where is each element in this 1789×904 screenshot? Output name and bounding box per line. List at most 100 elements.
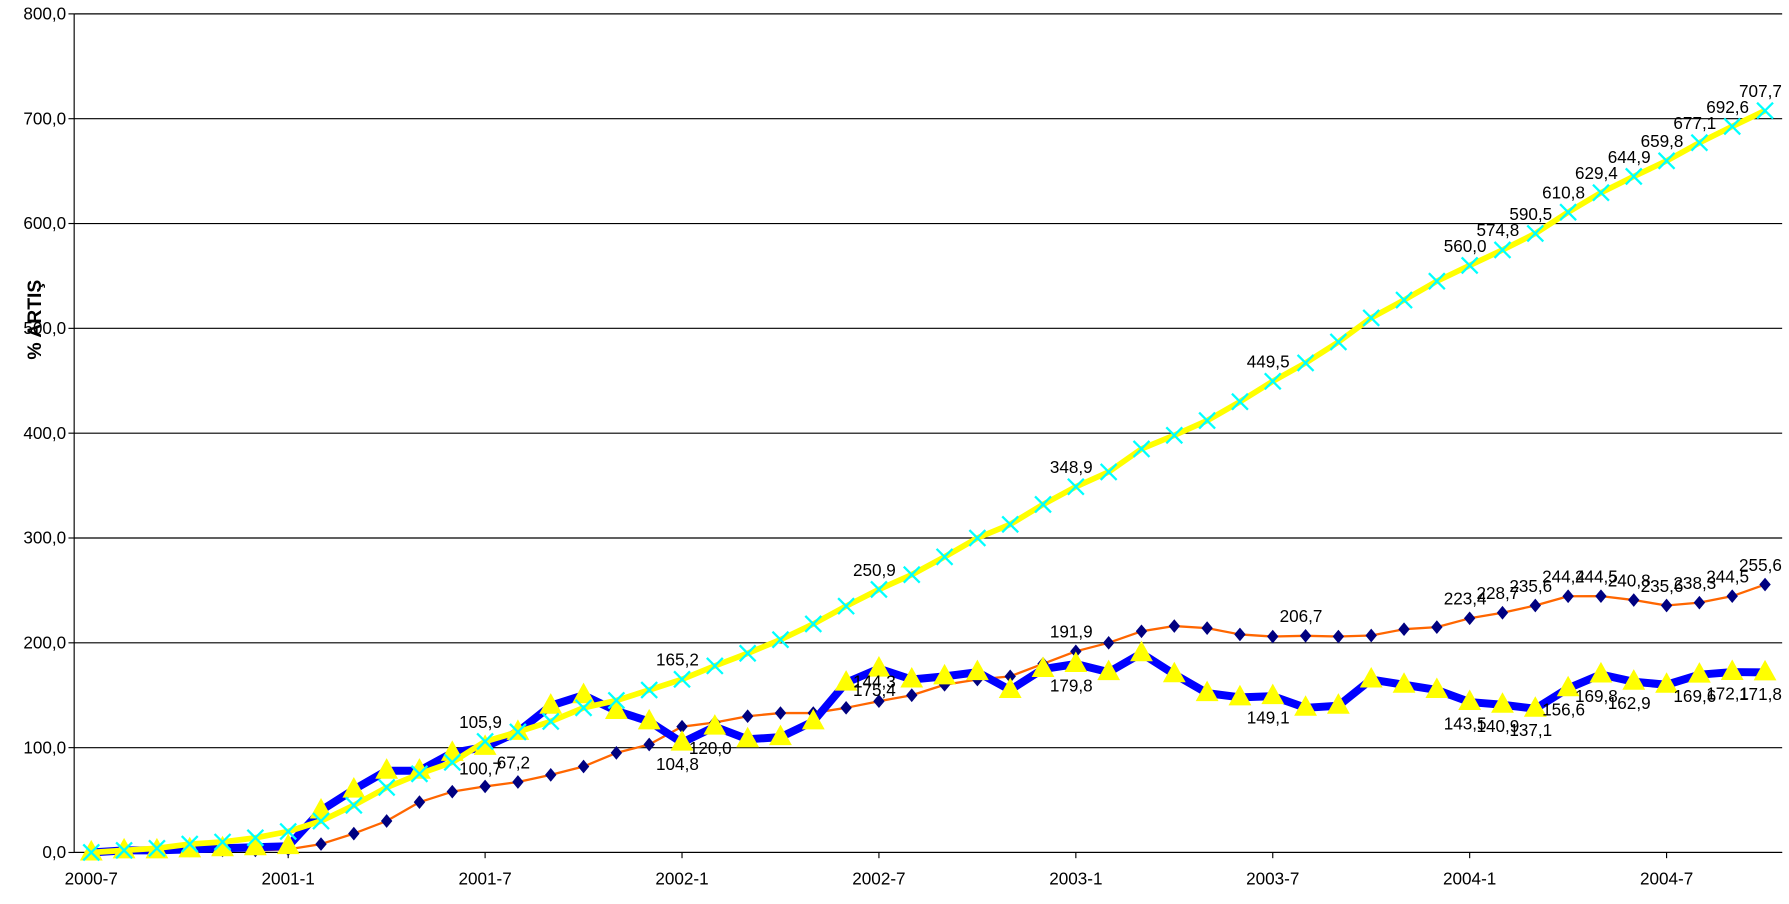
data-point (178, 836, 202, 858)
data-label: 677,1 (1673, 114, 1716, 133)
data-point (1263, 372, 1282, 391)
data-label: 244,4 (1542, 568, 1585, 587)
data-point (1198, 411, 1216, 430)
marker (741, 709, 754, 724)
data-point (1491, 692, 1514, 713)
marker (1299, 628, 1312, 643)
marker (1097, 659, 1121, 681)
data-point (243, 834, 267, 856)
data-label: 140,9 (1477, 717, 1520, 736)
marker (670, 730, 694, 751)
data-point (1070, 644, 1082, 659)
data-point (539, 693, 563, 714)
marker (965, 659, 989, 681)
data-point (1332, 629, 1345, 644)
data-point (998, 677, 1022, 698)
data-label: 659,8 (1641, 132, 1684, 151)
data-point (1362, 309, 1381, 327)
data-point (1099, 463, 1118, 481)
data-point (377, 778, 396, 797)
marker-stroke (148, 839, 166, 858)
data-point (315, 837, 327, 851)
data-point (610, 746, 623, 760)
series-line (91, 583, 1766, 854)
data-label: 560,0 (1444, 237, 1487, 256)
data-point (1031, 656, 1055, 678)
data-point (867, 656, 891, 677)
data-point (741, 709, 754, 724)
data-point (545, 768, 557, 782)
marker (1425, 677, 1449, 698)
marker-stroke (574, 699, 593, 717)
marker (1589, 661, 1613, 683)
data-label: 244,5 (1575, 567, 1618, 586)
data-point (443, 753, 462, 772)
marker (1398, 622, 1410, 637)
marker (375, 758, 399, 779)
y-axis-title: % ARTIŞ (24, 280, 46, 360)
data-point (834, 670, 858, 691)
data-point (1592, 183, 1610, 202)
data-point (1523, 696, 1547, 717)
data-label: 692,6 (1706, 98, 1749, 117)
data-label: 449,5 (1247, 353, 1290, 372)
data-point (1529, 598, 1542, 613)
x-tick-label: 2002-7 (852, 869, 905, 888)
data-point (115, 841, 133, 860)
marker (643, 737, 655, 752)
x-tick-label: 2001-1 (262, 869, 315, 888)
marker-stroke (706, 657, 724, 675)
marker-stroke (1592, 183, 1610, 202)
marker-stroke (1165, 426, 1184, 445)
data-point (1562, 589, 1574, 604)
marker (1228, 684, 1252, 706)
marker-stroke (246, 829, 265, 847)
marker-stroke (509, 723, 527, 741)
data-label: 67,2 (497, 753, 530, 772)
data-point (1425, 677, 1449, 698)
marker-stroke (1526, 224, 1545, 243)
marker (736, 726, 760, 748)
x-tick-label: 2000-7 (65, 869, 118, 888)
data-point (769, 724, 792, 746)
data-label: 240,8 (1608, 571, 1651, 590)
data-label: 191,9 (1050, 623, 1093, 642)
data-point (1201, 621, 1213, 635)
marker (873, 694, 885, 709)
marker (243, 834, 267, 856)
marker (539, 693, 563, 714)
marker (577, 759, 590, 774)
marker-stroke (1493, 241, 1512, 259)
marker (1431, 620, 1443, 634)
marker (1562, 589, 1574, 604)
marker-stroke (279, 822, 297, 841)
data-label: 165,2 (656, 651, 699, 670)
marker-stroke (870, 580, 888, 599)
marker (1687, 662, 1711, 683)
marker (178, 836, 202, 858)
data-point (1723, 117, 1742, 136)
marker (703, 714, 727, 735)
marker (1660, 598, 1673, 613)
marker-stroke (771, 630, 790, 649)
data-label: 610,8 (1542, 184, 1585, 203)
marker (1491, 692, 1514, 713)
data-point (604, 698, 628, 719)
marker-stroke (1034, 495, 1052, 514)
marker (1332, 629, 1345, 644)
marker (572, 682, 595, 704)
data-label: 156,6 (1542, 701, 1585, 720)
data-point (643, 737, 655, 752)
data-label: 590,5 (1509, 205, 1552, 224)
data-point (446, 784, 458, 799)
marker (1234, 627, 1246, 642)
marker (1458, 689, 1482, 711)
data-point (736, 726, 760, 748)
x-tick-label: 2002-1 (655, 869, 708, 888)
data-point (1267, 629, 1279, 644)
marker (479, 779, 491, 794)
data-label: 137,1 (1509, 721, 1552, 740)
data-point (1559, 203, 1577, 221)
marker-stroke (1296, 354, 1315, 372)
marker (1130, 640, 1153, 662)
